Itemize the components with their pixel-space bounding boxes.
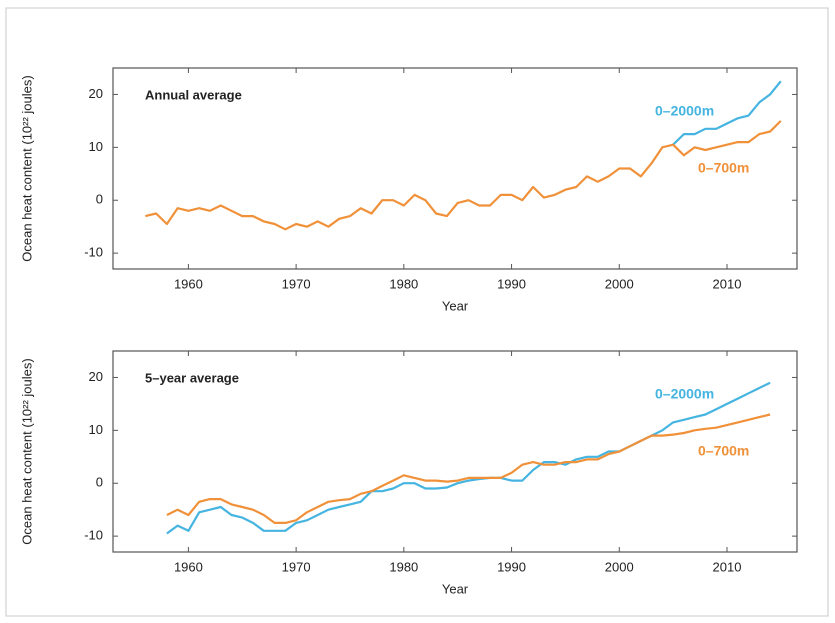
- y-axis-label: Ocean heat content (10²² joules): [19, 358, 34, 544]
- series-label: 0–2000m: [655, 103, 714, 119]
- y-tick-label: 10: [89, 139, 103, 154]
- panel-label: 5–year average: [145, 370, 239, 385]
- y-tick-label: 20: [89, 369, 103, 384]
- panel-label: Annual average: [145, 87, 242, 102]
- x-tick-label: 2000: [605, 276, 634, 291]
- x-tick-label: 1980: [389, 559, 418, 574]
- x-tick-label: 2010: [713, 276, 742, 291]
- series-line: [145, 120, 782, 231]
- series-label: 0–700m: [698, 160, 749, 176]
- y-tick-label: -10: [84, 245, 103, 260]
- y-axis-label: Ocean heat content (10²² joules): [19, 75, 34, 261]
- series-line: [672, 80, 782, 146]
- x-tick-label: 1990: [497, 559, 526, 574]
- page-border: [5, 7, 829, 617]
- x-tick-label: 1960: [174, 276, 203, 291]
- x-tick-label: 1970: [282, 276, 311, 291]
- y-tick-label: 10: [89, 422, 103, 437]
- x-tick-label: 2010: [713, 559, 742, 574]
- x-tick-label: 1990: [497, 276, 526, 291]
- y-tick-label: 0: [96, 192, 103, 207]
- x-axis-label: Year: [442, 581, 469, 596]
- y-tick-label: 20: [89, 86, 103, 101]
- series-label: 0–2000m: [655, 386, 714, 402]
- series-line: [166, 413, 771, 524]
- y-tick-label: -10: [84, 528, 103, 543]
- y-tick-label: 0: [96, 475, 103, 490]
- series-label: 0–700m: [698, 443, 749, 459]
- plot-frame: [112, 67, 798, 270]
- plot-frame: [112, 350, 798, 553]
- x-tick-label: 1970: [282, 559, 311, 574]
- series-line: [166, 381, 771, 535]
- x-axis-label: Year: [442, 298, 469, 313]
- x-tick-label: 1960: [174, 559, 203, 574]
- x-tick-label: 1980: [389, 276, 418, 291]
- x-tick-label: 2000: [605, 559, 634, 574]
